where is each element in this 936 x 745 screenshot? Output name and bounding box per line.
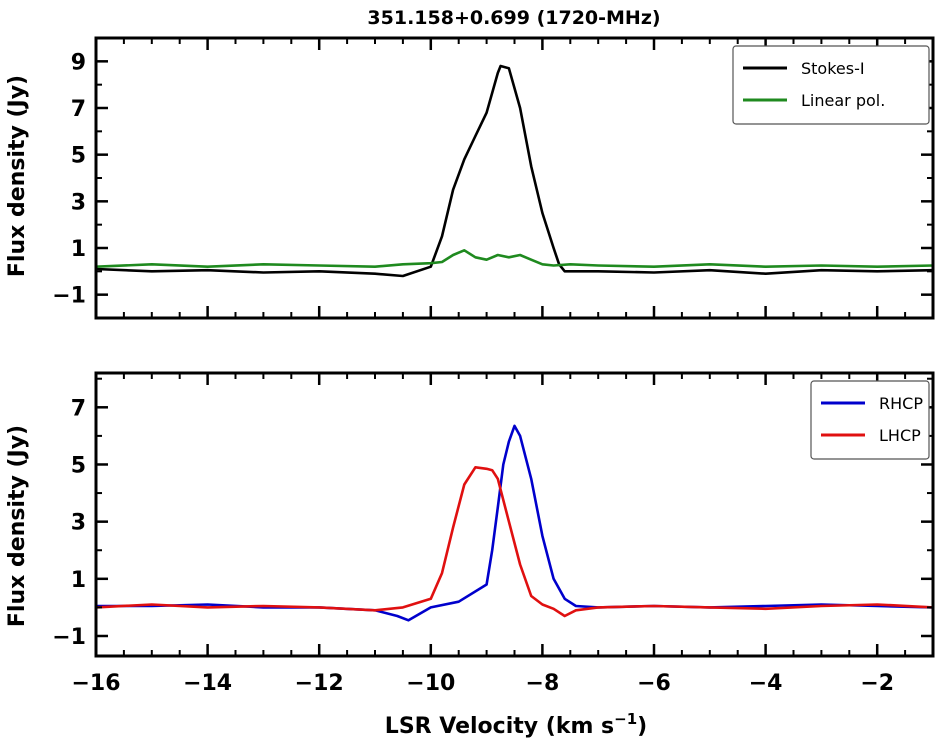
x-tick-label: −10 [406,671,455,696]
y-tick-label: 9 [71,50,86,75]
legend-label: LHCP [879,426,921,445]
series-line-rhcp [96,424,933,622]
legend-box [732,45,930,125]
y-axis-label-bottom: Flux density (Jy) [5,425,30,627]
y-tick-label: 7 [71,396,86,421]
x-tick-label: −6 [637,671,671,696]
x-tick-label: −4 [749,671,783,696]
legend-label: Stokes-I [801,59,865,78]
x-axis-label-main: LSR Velocity (km s [385,714,614,739]
y-tick-label: −1 [52,284,86,309]
y-tick-label: 7 [71,97,86,122]
x-tick-label: −2 [860,671,894,696]
top-panel: −1 1 3 5 7 9 Stokes-I Linear pol. [52,36,935,320]
chart-title: 351.158+0.699 (1720-MHz) [367,7,660,29]
x-tick-label: −8 [526,671,560,696]
y-tick-label: 3 [71,511,86,536]
legend: Stokes-I Linear pol. [732,45,930,125]
x-axis-label-end: ) [637,714,647,739]
legend-label: Linear pol. [801,91,885,110]
x-axis-label: LSR Velocity (km s−1) [385,710,647,739]
x-tick-label: −12 [295,671,344,696]
plot-frame [94,371,935,658]
series-line-linear-pol [96,249,933,268]
y-tick-label: 1 [71,568,86,593]
legend-label: RHCP [879,394,923,413]
y-axis-label-top: Flux density (Jy) [5,75,30,277]
y-tick-label: 5 [71,453,86,478]
x-tick-label: −14 [183,671,232,696]
y-tick-label: −1 [52,625,86,650]
y-tick-label: 3 [71,190,86,215]
x-axis-label-superscript: −1 [614,710,637,728]
bottom-panel: −1 1 3 5 7 −16 −14 −12 −10 −8 −6 −4 −2 RHCP LHCP [52,371,935,696]
series-line-stokes-i [96,64,933,278]
x-tick-label: −16 [71,671,120,696]
y-tick-label: 5 [71,144,86,169]
series-line-lhcp [96,466,933,618]
legend: RHCP LHCP [810,380,930,460]
y-tick-label: 1 [71,237,86,262]
legend-box [810,380,930,460]
